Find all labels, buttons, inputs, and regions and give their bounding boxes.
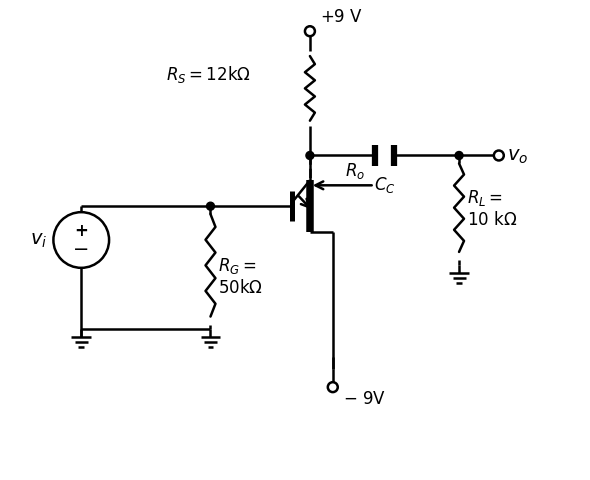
Text: $R_o$: $R_o$ xyxy=(345,161,365,181)
Text: $v_i$: $v_i$ xyxy=(30,231,47,250)
Text: +: + xyxy=(74,222,88,240)
Text: $-\ 9\mathrm{V}$: $-\ 9\mathrm{V}$ xyxy=(343,389,386,408)
Text: $R_G =$
$50\mathrm{k}\Omega$: $R_G =$ $50\mathrm{k}\Omega$ xyxy=(218,255,263,296)
Circle shape xyxy=(455,152,463,160)
Text: $R_S = 12\mathrm{k}\Omega$: $R_S = 12\mathrm{k}\Omega$ xyxy=(166,64,251,85)
Text: −: − xyxy=(73,240,90,259)
Text: $+9\ \mathrm{V}$: $+9\ \mathrm{V}$ xyxy=(320,8,363,26)
Circle shape xyxy=(306,152,314,160)
Text: $v_o$: $v_o$ xyxy=(507,147,528,166)
Circle shape xyxy=(206,203,215,211)
Text: $C_C$: $C_C$ xyxy=(373,175,395,195)
Text: $R_L =$
$10\ \mathrm{k}\Omega$: $R_L =$ $10\ \mathrm{k}\Omega$ xyxy=(467,188,517,228)
